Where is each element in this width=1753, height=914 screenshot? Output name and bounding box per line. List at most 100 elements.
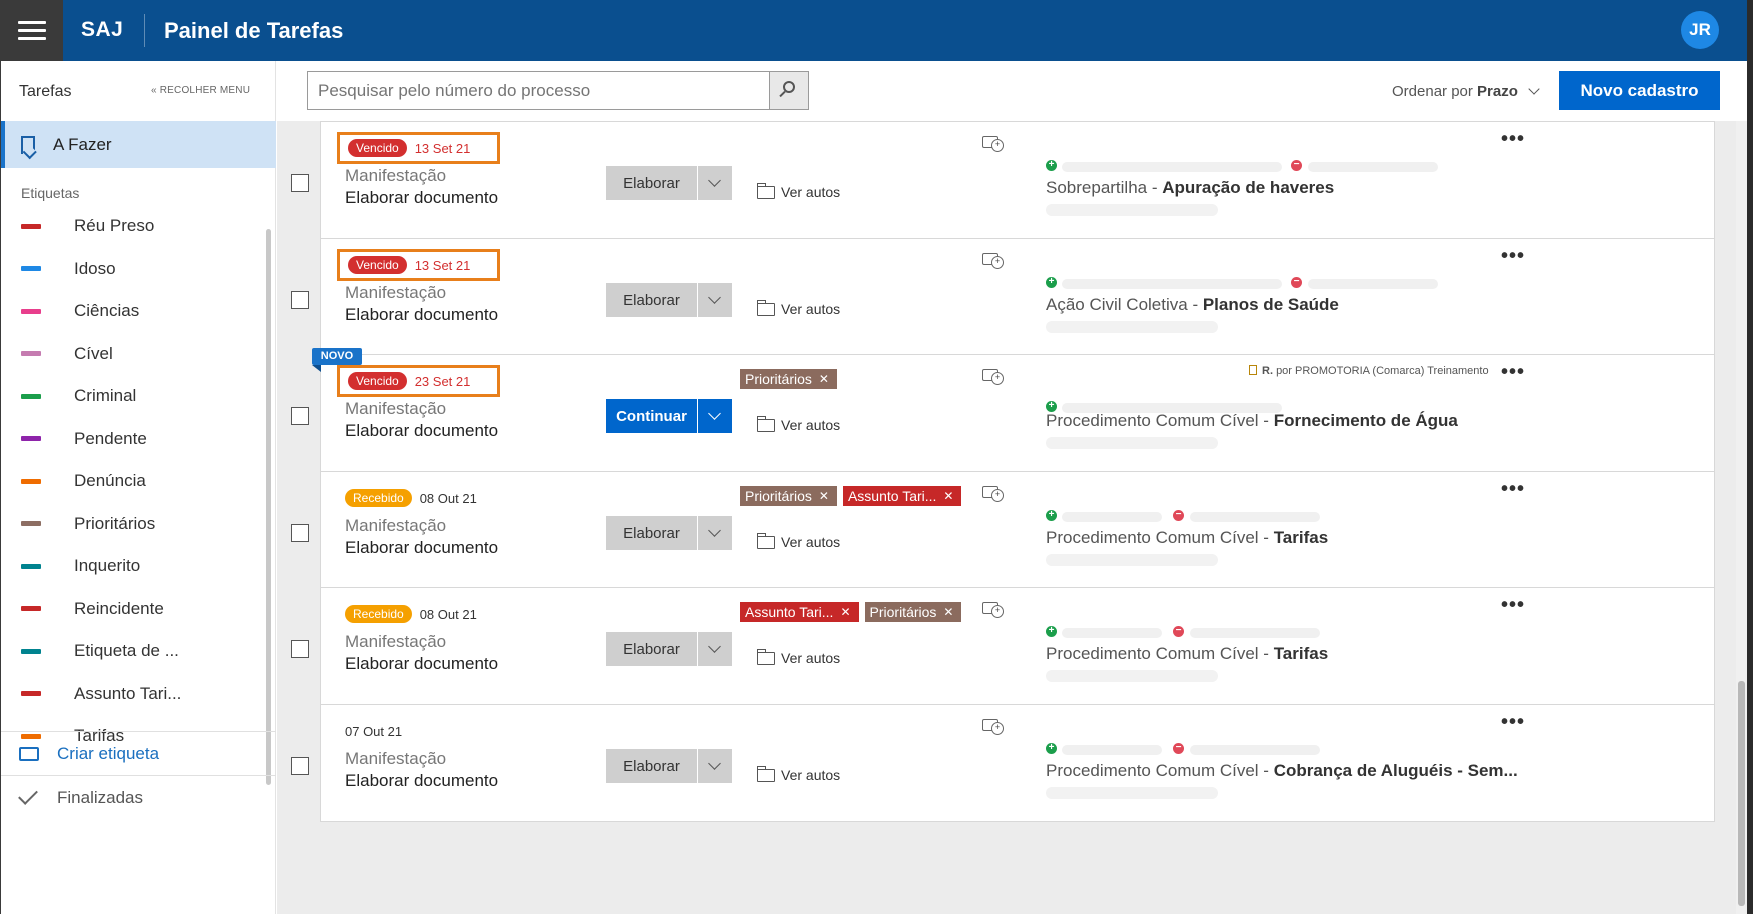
remove-tag-icon[interactable]: ✕	[943, 489, 954, 503]
task-tag[interactable]: Prioritários ✕	[740, 369, 837, 389]
action-dropdown-button[interactable]	[698, 749, 732, 783]
view-autos-link[interactable]: Ver autos	[757, 299, 840, 317]
sidebar-item-a-fazer[interactable]: A Fazer	[1, 121, 276, 168]
elaborate-button[interactable]: Elaborar	[606, 632, 697, 666]
new-record-button[interactable]: Novo cadastro	[1559, 71, 1720, 110]
remove-tag-icon[interactable]: ✕	[840, 605, 851, 619]
more-options-icon[interactable]: •••	[1501, 478, 1526, 500]
task-card[interactable]: 07 Out 21 Manifestação Elaborar document…	[320, 704, 1715, 822]
sidebar-item-finalizadas[interactable]: Finalizadas	[18, 785, 143, 808]
more-options-icon[interactable]: •••	[1501, 361, 1526, 383]
brand-logo[interactable]: SAJ	[81, 18, 124, 41]
sidebar-tag-item[interactable]: Etiqueta de ...	[1, 636, 179, 666]
folder-icon	[757, 299, 775, 316]
add-subtask-icon[interactable]	[982, 369, 1004, 385]
search-input[interactable]	[307, 71, 769, 110]
main-scrollbar-track[interactable]	[1736, 121, 1747, 914]
remove-tag-icon[interactable]: ✕	[818, 489, 829, 503]
task-checkbox[interactable]	[291, 640, 309, 658]
deadline-date: 07 Out 21	[345, 723, 403, 739]
elaborate-button[interactable]: Elaborar	[606, 166, 697, 200]
elaborate-button[interactable]: Elaborar	[606, 283, 697, 317]
sidebar-tag-item[interactable]: Prioritários	[1, 509, 155, 539]
deadline-status: Vencido 13 Set 21	[337, 249, 500, 281]
add-subtask-icon[interactable]	[982, 253, 1004, 269]
task-card[interactable]: Vencido 13 Set 21 Manifestação Elaborar …	[320, 121, 1715, 239]
task-card[interactable]: NOVO Vencido 23 Set 21 Manifestação Elab…	[312, 348, 1715, 472]
task-checkbox[interactable]	[291, 174, 309, 192]
sidebar-tag-item[interactable]: Idoso	[1, 254, 116, 284]
search-button[interactable]	[769, 71, 809, 110]
view-autos-link[interactable]: Ver autos	[757, 182, 840, 200]
view-autos-link[interactable]: Ver autos	[757, 415, 841, 433]
action-dropdown-button[interactable]	[698, 632, 732, 666]
remove-tag-icon[interactable]: ✕	[943, 605, 954, 619]
minus-circle-icon: −	[1291, 160, 1302, 171]
more-options-icon[interactable]: •••	[1501, 711, 1526, 733]
action-dropdown-button[interactable]	[698, 399, 732, 433]
sidebar-tag-item[interactable]: Denúncia	[1, 466, 146, 496]
sidebar-tag-item[interactable]: Reincidente	[1, 594, 164, 624]
chevron-down-icon	[1528, 83, 1540, 95]
sidebar-tag-item[interactable]: Pendente	[1, 424, 147, 454]
sidebar-tag-item[interactable]: Réu Preso	[1, 211, 154, 241]
task-card[interactable]: Vencido 13 Set 21 Manifestação Elaborar …	[320, 238, 1715, 356]
task-title: Elaborar documento	[345, 538, 499, 557]
folder-icon	[757, 415, 775, 432]
task-tag[interactable]: Prioritários ✕	[864, 602, 962, 622]
sidebar-tag-item[interactable]: Criminal	[1, 381, 136, 411]
view-autos-label: Ver autos	[781, 417, 841, 433]
task-tag[interactable]: Assunto Tari... ✕	[740, 602, 859, 622]
view-autos-link[interactable]: Ver autos	[757, 765, 840, 783]
elaborate-button[interactable]: Elaborar	[606, 516, 697, 550]
action-dropdown-button[interactable]	[698, 283, 732, 317]
sidebar-tag-item[interactable]: Tarifas	[1, 721, 124, 751]
add-subtask-icon[interactable]	[982, 136, 1004, 152]
elaborate-button[interactable]: Elaborar	[606, 749, 697, 783]
add-subtask-icon[interactable]	[982, 602, 1004, 618]
task-tags: Prioritários ✕ Assunto Tari... ✕	[740, 486, 962, 506]
remove-tag-icon[interactable]: ✕	[818, 372, 829, 386]
create-tag-button[interactable]: Criar etiqueta	[19, 744, 159, 764]
task-card[interactable]: Recebido 08 Out 21 Manifestação Elaborar…	[320, 471, 1715, 589]
sidebar-divider	[1, 731, 276, 732]
create-tag-label: Criar etiqueta	[57, 744, 160, 763]
task-checkbox[interactable]	[291, 291, 309, 309]
task-tag[interactable]: Assunto Tari... ✕	[842, 486, 962, 506]
parties: + −	[1046, 160, 1446, 172]
action-dropdown-button[interactable]	[698, 166, 732, 200]
task-card[interactable]: Recebido 08 Out 21 Manifestação Elaborar…	[320, 587, 1715, 705]
continue-button[interactable]: Continuar	[606, 399, 697, 433]
action-dropdown-button[interactable]	[698, 516, 732, 550]
task-checkbox[interactable]	[291, 757, 309, 775]
sidebar-tag-item[interactable]: Inquerito	[1, 551, 140, 581]
add-subtask-icon[interactable]	[982, 719, 1004, 735]
add-subtask-icon[interactable]	[982, 486, 1004, 502]
task-row: Recebido 08 Out 21 Manifestação Elaborar…	[277, 587, 1747, 709]
sidebar-tag-item[interactable]: Ciências	[1, 296, 139, 326]
order-dropdown[interactable]: Ordenar por Prazo	[1392, 83, 1540, 100]
view-autos-link[interactable]: Ver autos	[757, 648, 840, 666]
sidebar-tag-item[interactable]: Cível	[1, 339, 113, 369]
menu-icon[interactable]	[1, 0, 63, 61]
process-class-name: Ação Civil Coletiva	[1046, 295, 1188, 314]
more-options-icon[interactable]: •••	[1501, 594, 1526, 616]
header-divider	[144, 14, 145, 47]
process-number	[1046, 670, 1218, 682]
main-scrollbar-thumb[interactable]	[1738, 681, 1745, 906]
more-options-icon[interactable]: •••	[1501, 128, 1526, 150]
sidebar-scrollbar[interactable]	[266, 229, 271, 785]
task-checkbox[interactable]	[291, 524, 309, 542]
task-row: Vencido 13 Set 21 Manifestação Elaborar …	[277, 121, 1747, 243]
process-class: Procedimento Comum Cível - Fornecimento …	[1046, 411, 1458, 430]
sidebar-tag-item[interactable]: Assunto Tari...	[1, 679, 181, 709]
user-avatar[interactable]: JR	[1681, 11, 1719, 49]
more-options-icon[interactable]: •••	[1501, 245, 1526, 267]
sidebar: Tarefas « RECOLHER MENU A Fazer Etiqueta…	[0, 61, 276, 914]
deadline-date: 13 Set 21	[414, 257, 471, 273]
collapse-menu-button[interactable]: « RECOLHER MENU	[151, 85, 251, 96]
view-autos-link[interactable]: Ver autos	[757, 532, 840, 550]
task-tag[interactable]: Prioritários ✕	[740, 486, 837, 506]
task-tag-label: Prioritários	[869, 604, 937, 620]
task-checkbox[interactable]	[291, 407, 309, 425]
